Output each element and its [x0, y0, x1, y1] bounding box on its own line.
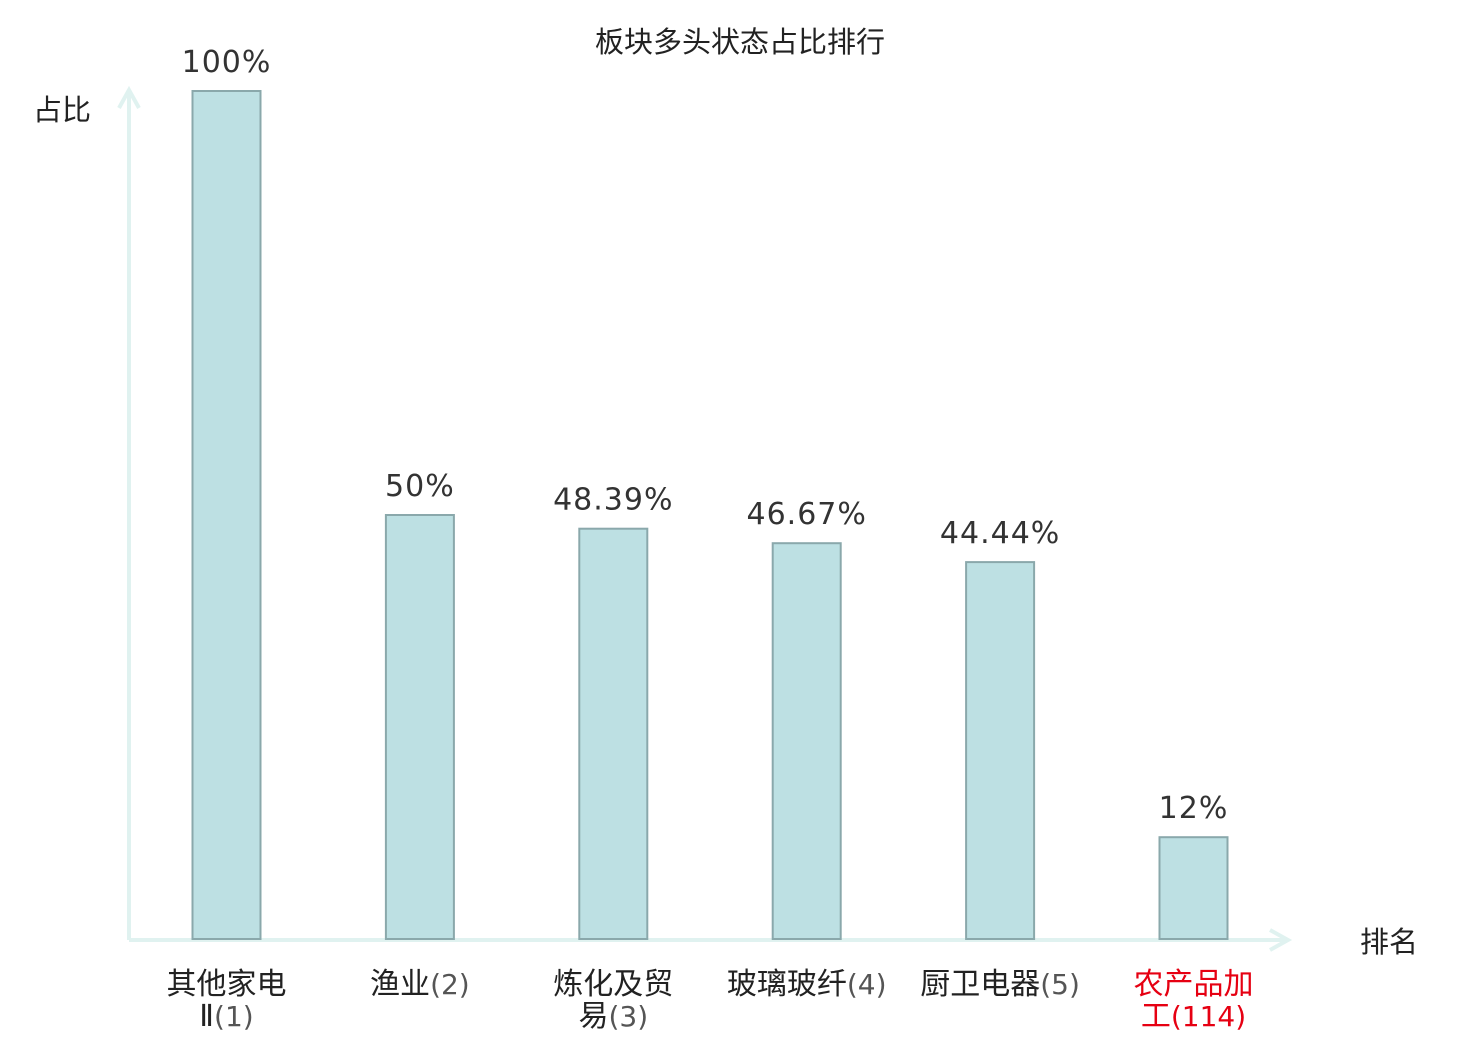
- value-label-4: 46.67%: [747, 497, 867, 532]
- value-label-5: 44.44%: [940, 516, 1060, 551]
- y-axis-label: 占比: [33, 93, 91, 127]
- category-label-6: 农产品加工(114): [1134, 967, 1254, 1034]
- category-name-line: 厨卫电器: [920, 967, 1040, 1002]
- bar-3: [578, 527, 649, 940]
- category-name-line: 易: [578, 999, 608, 1034]
- axes: [117, 85, 1293, 952]
- bars-group: [191, 90, 1229, 941]
- value-label-1: 100%: [182, 45, 272, 80]
- category-name-line: 其他家电: [167, 967, 287, 1002]
- category-rank: (3): [608, 1000, 648, 1033]
- category-name-line: 玻璃玻纤: [727, 967, 847, 1002]
- bar-6: [1158, 836, 1229, 941]
- value-labels-group: 100% 50% 48.39% 46.67% 44.44% 12%: [182, 45, 1229, 826]
- category-rank: (4): [847, 968, 887, 1001]
- bar-4: [771, 542, 842, 940]
- y-axis-arrow-icon: [117, 85, 141, 109]
- value-label-6: 12%: [1159, 791, 1229, 826]
- category-rank: (114): [1171, 1000, 1246, 1033]
- value-label-2: 50%: [385, 469, 455, 504]
- bar-5: [965, 561, 1036, 940]
- category-name-line: 炼化及贸: [553, 967, 673, 1002]
- x-axis-label: 排名: [1360, 925, 1418, 959]
- category-rank: (2): [430, 968, 470, 1001]
- chart-title: 板块多头状态占比排行: [595, 25, 885, 59]
- category-name-line: 农产品加: [1134, 967, 1254, 1002]
- category-label-5: 厨卫电器(5): [920, 967, 1080, 1002]
- value-label-3: 48.39%: [553, 483, 673, 518]
- category-label-1: 其他家电 Ⅱ(1): [167, 967, 287, 1034]
- category-name-line: 渔业: [370, 967, 430, 1002]
- category-label-2: 渔业(2): [370, 967, 470, 1002]
- bar-1: [191, 90, 262, 940]
- category-label-3: 炼化及贸易(3): [553, 967, 673, 1034]
- category-name-line: 工: [1141, 999, 1171, 1034]
- category-name-line: Ⅱ: [199, 999, 214, 1034]
- category-rank: (5): [1040, 968, 1080, 1001]
- category-rank: (1): [214, 1000, 254, 1033]
- bar-2: [384, 514, 455, 940]
- category-labels-group: 其他家电 Ⅱ(1) 渔业(2) 炼化及贸易(3) 玻璃玻纤(4) 厨卫电器(5) 农产品加工…: [167, 967, 1254, 1034]
- category-label-4: 玻璃玻纤(4): [727, 967, 887, 1002]
- x-axis-arrow-icon: [1269, 928, 1293, 952]
